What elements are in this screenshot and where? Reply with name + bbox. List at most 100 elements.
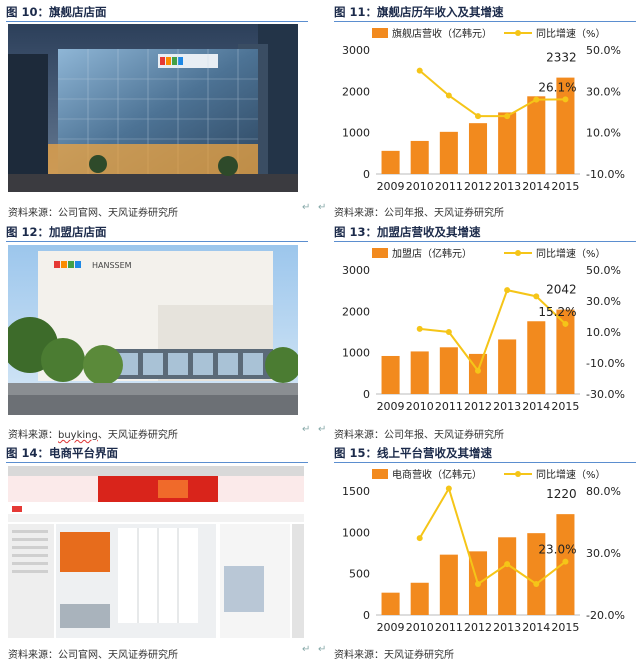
legend-swatch-bar — [372, 469, 388, 479]
paragraph-mark: ↵ — [318, 202, 327, 213]
data-label-bar: 1220 — [546, 487, 577, 501]
growth-point — [445, 485, 452, 492]
y-tick-left: 0 — [363, 609, 370, 622]
growth-point — [533, 293, 540, 300]
growth-point — [445, 92, 452, 99]
growth-point — [562, 320, 569, 327]
figure-14-source: 资料来源：公司官网、天风证券研究所 — [8, 650, 178, 661]
growth-line — [419, 69, 566, 118]
paragraph-mark: ↵ — [302, 424, 311, 435]
y-tick-left: 2000 — [342, 85, 370, 98]
y-tick-left: 0 — [363, 168, 370, 181]
bar — [468, 353, 488, 394]
figure-12-source-link: buyking — [58, 430, 98, 441]
figure-15-rule — [334, 462, 636, 463]
y-tick-right: 10.0% — [586, 326, 621, 339]
legend-label-line: 同比增速（%） — [536, 247, 606, 260]
y-tick-left: 1000 — [342, 347, 370, 360]
y-tick-left: 2000 — [342, 305, 370, 318]
legend-swatch-bar — [372, 248, 388, 258]
store-sign-text: HANSSEM — [92, 261, 132, 270]
data-label-growth: 15.2% — [538, 305, 576, 319]
growth-point — [533, 96, 540, 103]
growth-point — [504, 113, 511, 120]
y-tick-right: -10.0% — [586, 168, 625, 181]
figure-11-source: 资料来源：公司年报、天风证券研究所 — [334, 208, 504, 219]
x-tick-label: 2013 — [493, 400, 521, 413]
x-tick-label: 2011 — [435, 621, 463, 634]
legend-marker-line — [515, 30, 521, 36]
growth-point — [504, 561, 511, 568]
bar — [381, 150, 400, 174]
bar — [439, 131, 458, 174]
legend-swatch-bar — [372, 28, 388, 38]
y-tick-right: 30.0% — [586, 295, 621, 308]
x-tick-label: 2012 — [464, 180, 492, 193]
growth-point — [475, 367, 481, 374]
bar — [498, 339, 517, 394]
y-tick-left: 0 — [363, 388, 370, 401]
legend-label-bar: 加盟店（亿韩元） — [392, 247, 472, 260]
growth-point — [475, 581, 481, 587]
paragraph-mark: ↵ — [318, 644, 327, 655]
figure-13-title: 图 13：加盟店营收及其增速 — [334, 225, 481, 239]
bar — [439, 347, 458, 394]
y-tick-left: 1000 — [342, 526, 370, 539]
legend-marker-line — [515, 471, 521, 477]
y-tick-left: 3000 — [342, 264, 370, 277]
bar — [410, 140, 429, 174]
y-tick-right: 10.0% — [586, 127, 621, 140]
x-tick-label: 2015 — [551, 621, 579, 634]
bar — [381, 592, 400, 615]
y-tick-left: 1500 — [342, 485, 370, 498]
x-tick-label: 2012 — [464, 621, 492, 634]
y-tick-left: 3000 — [342, 44, 370, 57]
bar — [527, 533, 546, 615]
bar — [410, 351, 429, 394]
x-tick-label: 2009 — [377, 180, 405, 193]
bar — [468, 123, 488, 174]
figure-14-title: 图 14：电商平台界面 — [6, 446, 119, 460]
data-label-bar: 2042 — [546, 283, 577, 297]
paragraph-mark: ↵ — [318, 424, 327, 435]
x-tick-label: 2010 — [406, 621, 434, 634]
legend-label-line: 同比增速（%） — [536, 27, 606, 40]
chart-figure-11: 旗舰店营收（亿韩元） 同比增速（%） 0 1000 2000 3000 -10.0% 10.0… — [342, 27, 625, 193]
x-tick-label: 2010 — [406, 180, 434, 193]
growth-point — [562, 558, 569, 565]
x-tick-label: 2013 — [493, 621, 521, 634]
x-tick-label: 2009 — [377, 400, 405, 413]
flagship-store-photo — [8, 24, 298, 192]
bar — [527, 96, 546, 174]
figure-14-rule — [6, 462, 308, 463]
bar — [498, 112, 517, 174]
y-tick-left: 500 — [349, 568, 370, 581]
growth-line — [419, 288, 567, 373]
figure-15-title: 图 15：线上平台营收及其增速 — [334, 446, 493, 460]
figure-11-title: 图 11：旗舰店历年收入及其增速 — [334, 5, 504, 19]
y-tick-right: -20.0% — [586, 609, 625, 622]
legend-marker-line — [515, 250, 521, 256]
growth-line — [418, 486, 567, 586]
bar — [527, 321, 546, 394]
legend-label-line: 同比增速（%） — [536, 468, 606, 481]
growth-point — [562, 96, 569, 103]
figure-10-source: 资料来源：公司官网、天风证券研究所 — [8, 208, 178, 219]
x-tick-label: 2009 — [377, 621, 405, 634]
bar — [439, 554, 458, 615]
x-tick-label: 2014 — [522, 621, 550, 634]
x-tick-label: 2011 — [435, 180, 463, 193]
x-tick-label: 2015 — [551, 180, 579, 193]
x-tick-label: 2011 — [435, 400, 463, 413]
chart-figure-15: 电商营收（亿韩元） 同比增速（%） 0 500 1000 1500 -20.0% 30.0% 8… — [342, 468, 625, 634]
x-tick-label: 2010 — [406, 400, 434, 413]
chart-figure-13: 加盟店（亿韩元） 同比增速（%） 0 1000 2000 3000 -30.0% -10.0%… — [342, 247, 625, 413]
bar — [498, 537, 517, 615]
figure-15-source: 资料来源：天风证券研究所 — [334, 650, 454, 661]
data-label-growth: 26.1% — [538, 80, 576, 94]
growth-point — [416, 325, 423, 332]
figure-11-rule — [334, 21, 636, 22]
ecommerce-screenshot — [8, 466, 304, 638]
growth-point — [533, 581, 540, 587]
y-tick-right: 50.0% — [586, 44, 621, 57]
